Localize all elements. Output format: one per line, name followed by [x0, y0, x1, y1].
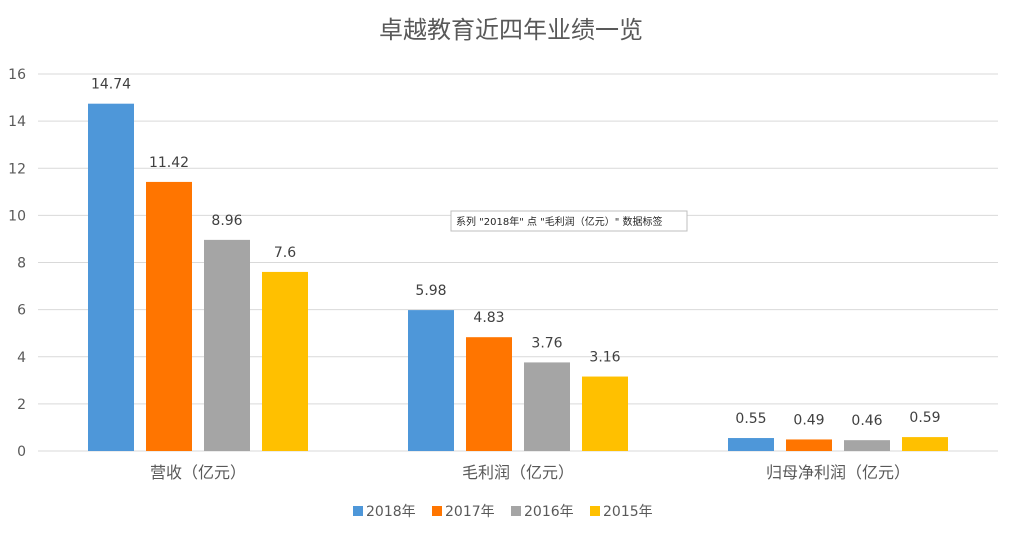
bar — [466, 337, 512, 451]
y-tick-label: 10 — [8, 208, 26, 224]
category-label: 毛利润（亿元） — [462, 463, 574, 482]
legend: 2018年 2017年 2016年 2015年 — [353, 504, 653, 520]
legend-swatch — [511, 506, 521, 516]
bar — [582, 376, 628, 451]
bar — [844, 440, 890, 451]
bar — [408, 310, 454, 451]
y-tick-label: 4 — [17, 350, 26, 366]
bar — [786, 439, 832, 451]
y-tick-label: 0 — [17, 444, 26, 460]
data-label: 7.6 — [274, 245, 296, 261]
data-label: 4.83 — [473, 310, 504, 326]
data-label: 0.59 — [909, 410, 940, 426]
data-label: 3.76 — [531, 335, 562, 351]
legend-label: 2015年 — [603, 504, 653, 520]
bar — [902, 437, 948, 451]
bar — [88, 103, 134, 451]
data-label-tooltip: 系列 "2018年" 点 "毛利润（亿元）" 数据标签 — [450, 210, 688, 232]
y-tick-label: 2 — [17, 397, 26, 413]
data-label: 11.42 — [149, 155, 189, 171]
tooltip-text: 系列 "2018年" 点 "毛利润（亿元）" 数据标签 — [456, 215, 663, 228]
data-label: 3.16 — [589, 350, 620, 366]
legend-label: 2016年 — [524, 504, 574, 520]
y-axis-ticks: 0 2 4 6 8 10 12 14 16 — [8, 67, 26, 460]
category-label: 归母净利润（亿元） — [766, 463, 910, 482]
bars — [88, 103, 948, 451]
y-tick-label: 8 — [17, 256, 26, 272]
data-label: 0.49 — [793, 412, 824, 428]
data-label: 5.98 — [415, 283, 446, 299]
x-axis-categories: 营收（亿元） 毛利润（亿元） 归母净利润（亿元） — [150, 463, 910, 482]
y-tick-label: 12 — [8, 161, 26, 177]
data-label: 0.46 — [851, 413, 882, 429]
legend-swatch — [590, 506, 600, 516]
data-label: 0.55 — [735, 411, 766, 427]
legend-label: 2017年 — [445, 504, 495, 520]
y-tick-label: 14 — [8, 114, 26, 130]
data-label: 8.96 — [211, 213, 242, 229]
bar — [146, 181, 192, 451]
bar — [204, 239, 250, 451]
data-labels: 14.74 11.42 8.96 7.6 5.98 4.83 3.76 3.16 0.55 0.4… — [91, 77, 941, 429]
bar — [524, 362, 570, 451]
bar — [728, 438, 774, 451]
bar — [262, 271, 308, 451]
category-label: 营收（亿元） — [150, 463, 246, 482]
legend-swatch — [432, 506, 442, 516]
chart-title: 卓越教育近四年业绩一览 — [379, 16, 643, 44]
legend-swatch — [353, 506, 363, 516]
y-tick-label: 6 — [17, 303, 26, 319]
data-label: 14.74 — [91, 77, 131, 93]
y-tick-label: 16 — [8, 67, 26, 83]
legend-label: 2018年 — [366, 504, 416, 520]
